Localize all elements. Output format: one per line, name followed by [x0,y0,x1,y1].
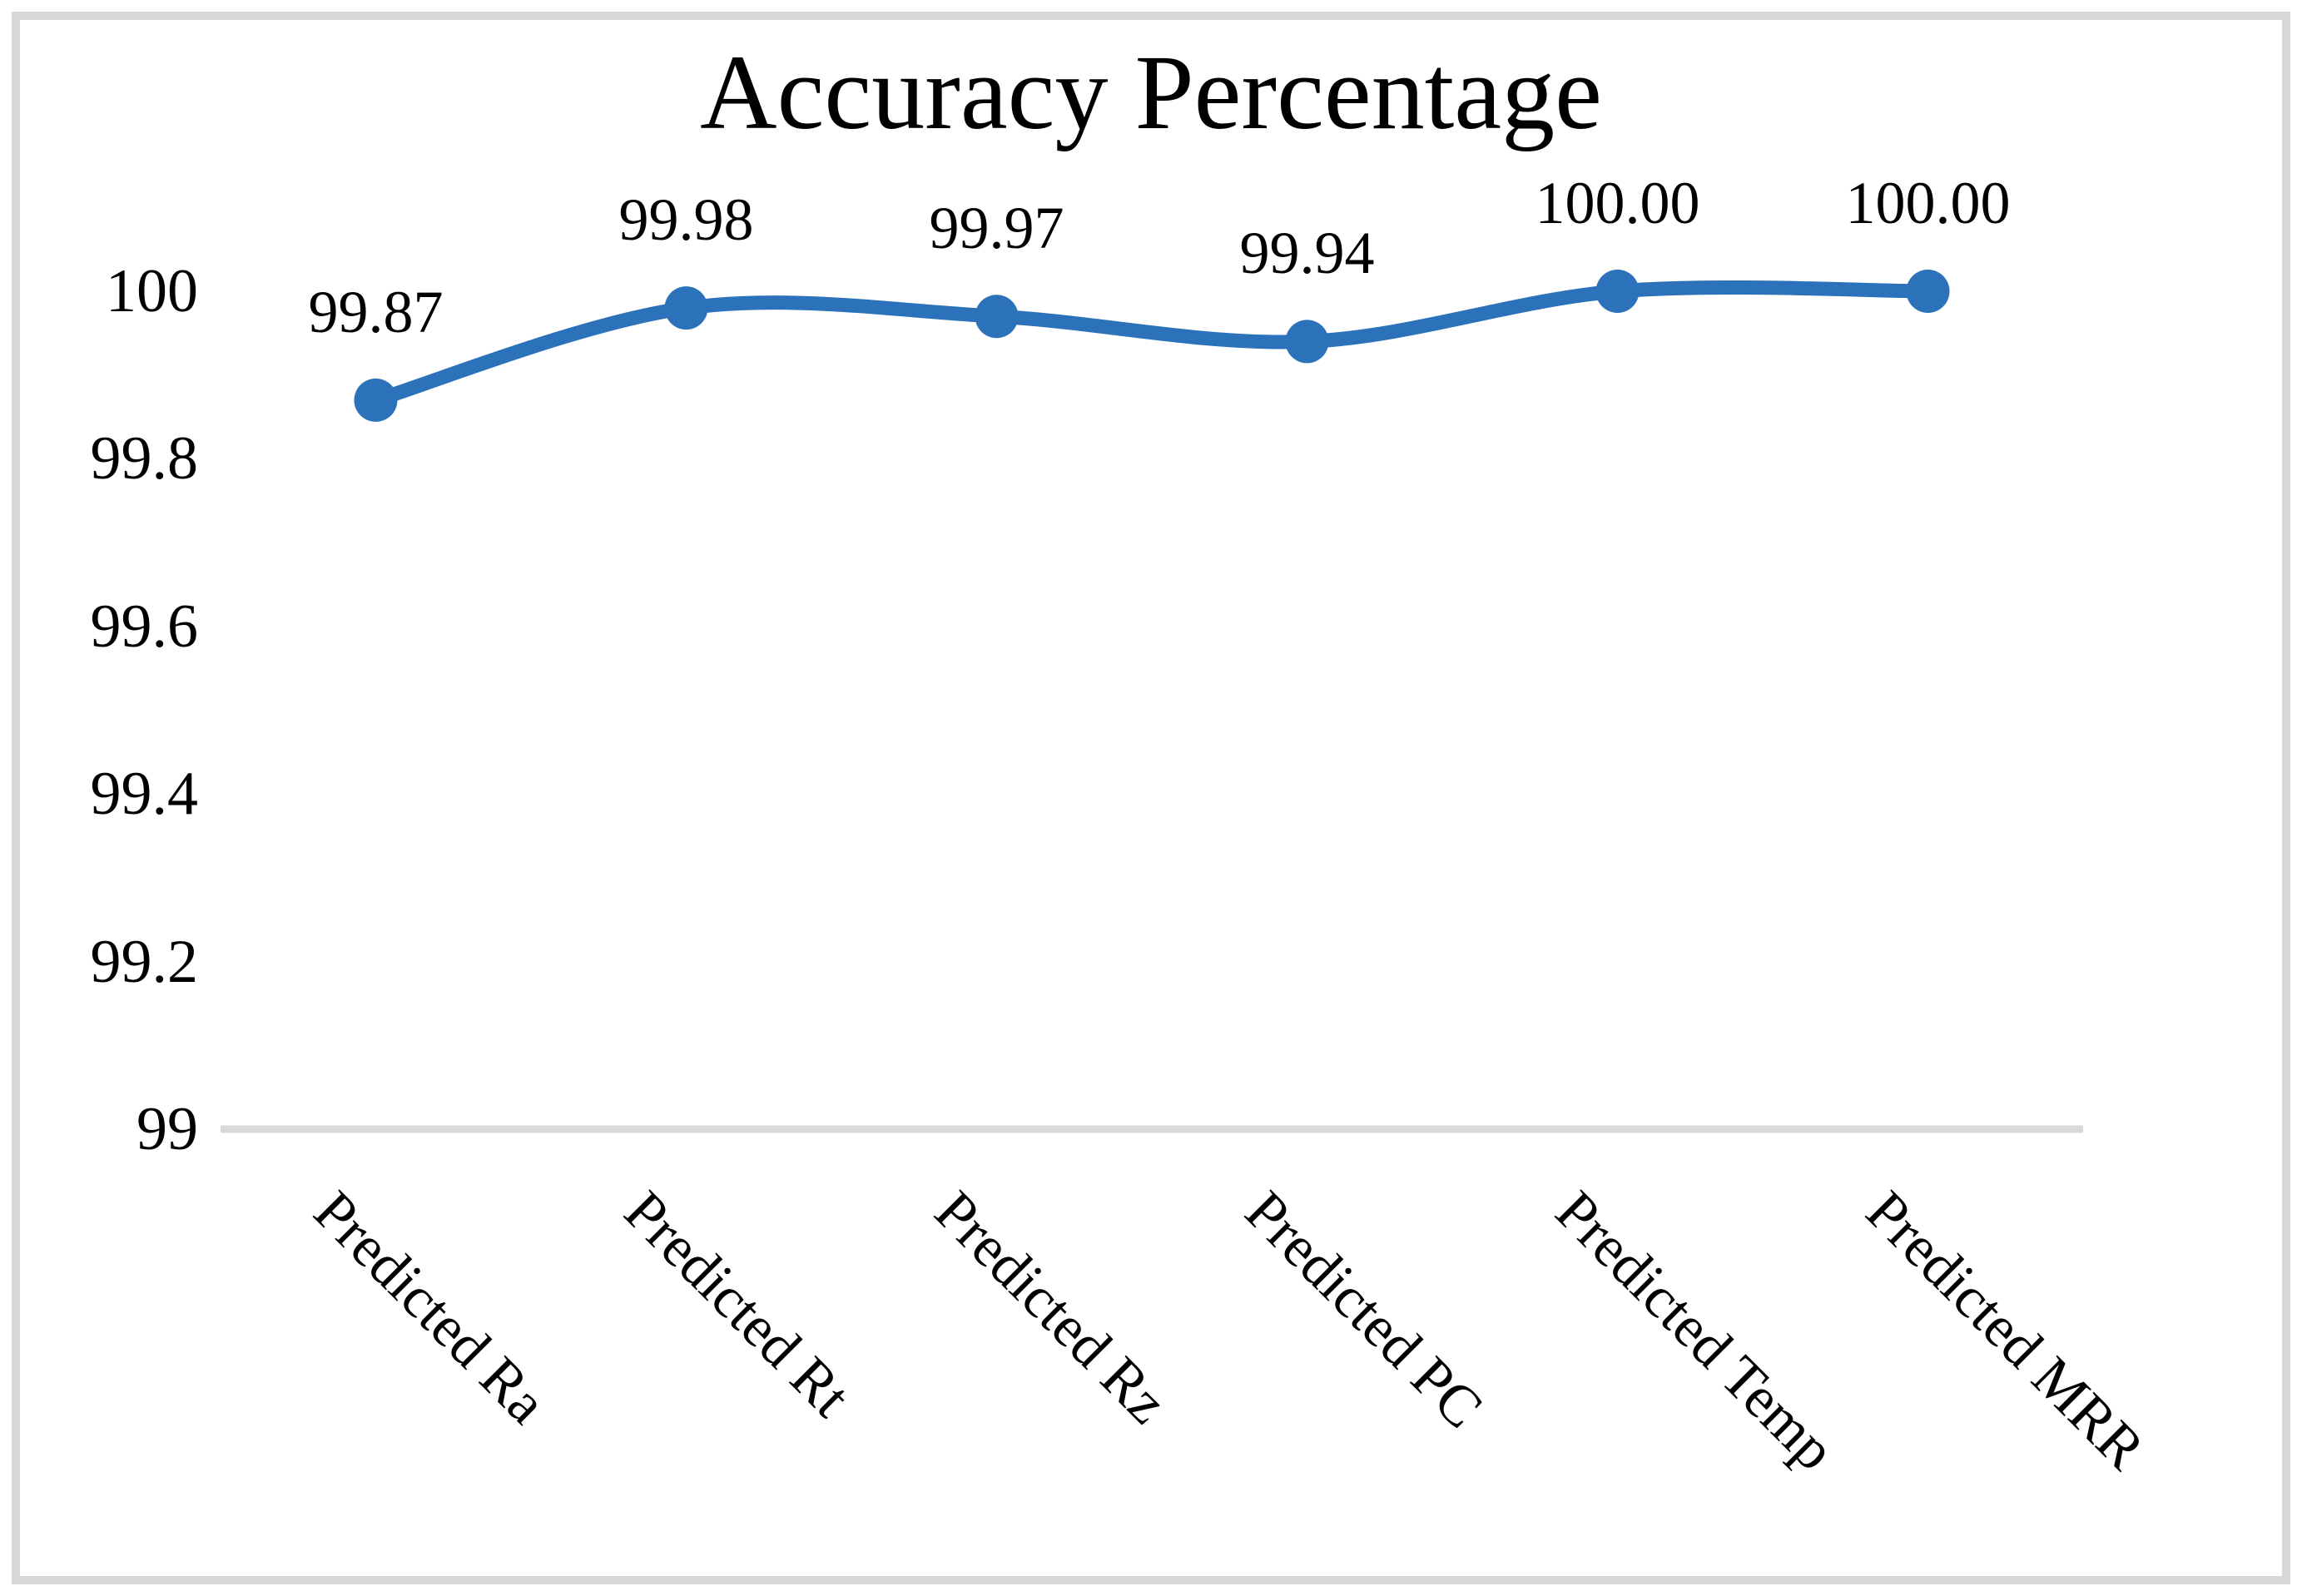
data-point-label: 100.00 [1845,170,2011,236]
y-tick-label: 99.8 [90,424,199,493]
data-point-label: 99.97 [929,195,1064,262]
data-point-label: 100.00 [1535,170,1700,236]
y-tick-label: 99.6 [90,592,199,661]
data-point-label: 99.98 [618,186,754,254]
data-point-marker [354,378,398,422]
series-line [369,280,1935,408]
data-point-marker [664,286,708,330]
chart-title: Accuracy Percentage [700,33,1602,151]
data-point-marker [1906,270,1950,313]
y-tick-label: 99.2 [90,927,199,996]
y-tick-label: 99.4 [90,760,199,829]
data-point-marker [1595,270,1640,313]
y-tick-label: 99 [136,1095,198,1163]
data-point-marker [975,295,1019,339]
data-point-marker [1285,320,1329,364]
data-point-label: 99.94 [1239,220,1375,287]
y-tick-label: 100 [106,257,198,325]
data-point-label: 99.87 [308,278,444,345]
